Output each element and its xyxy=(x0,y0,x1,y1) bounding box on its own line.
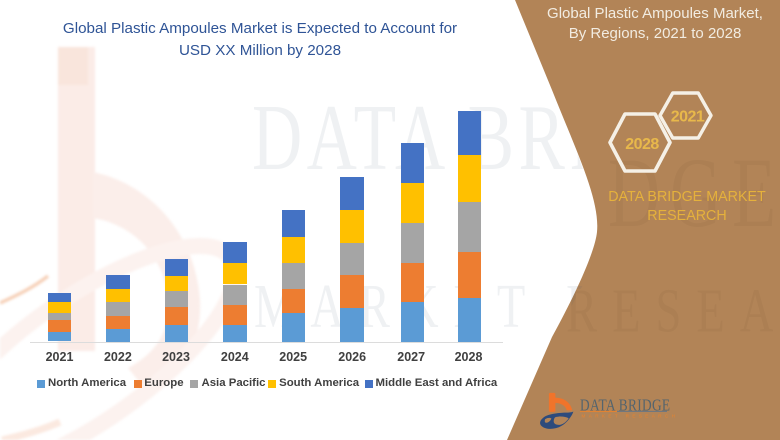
svg-text:2021: 2021 xyxy=(671,109,705,126)
svg-text:2028: 2028 xyxy=(625,136,659,153)
svg-text:DGE: DGE xyxy=(608,136,780,247)
svg-text:MARKET RESEARCH: MARKET RESEARCH xyxy=(582,414,679,419)
svg-text:DATA BRIDGE: DATA BRIDGE xyxy=(580,397,670,415)
